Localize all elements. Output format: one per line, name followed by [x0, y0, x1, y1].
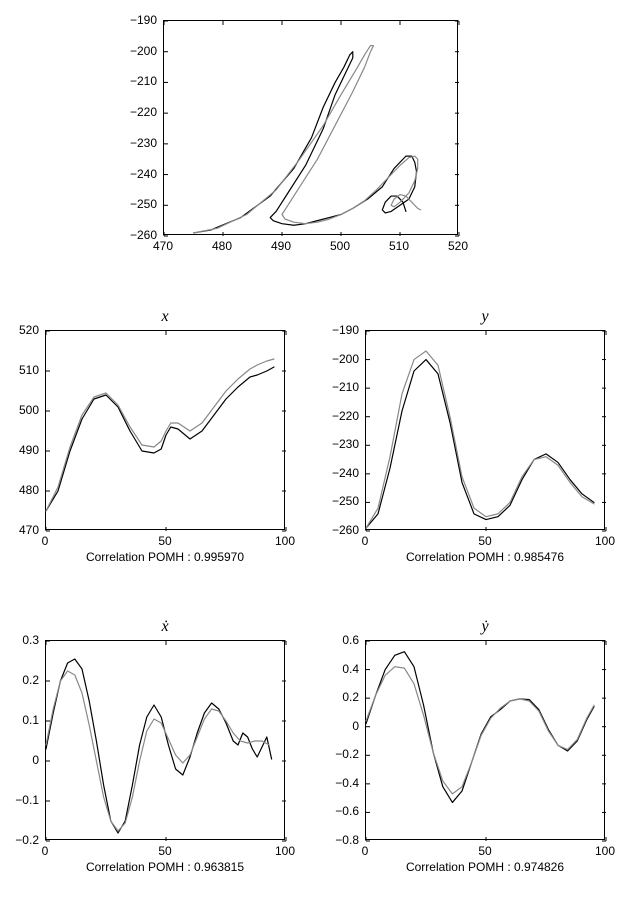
- y-tick-label: −240: [332, 466, 359, 480]
- plot-svg: [366, 331, 606, 531]
- y-tick-label: −0.6: [335, 804, 359, 818]
- plot-svg: [46, 641, 286, 841]
- y-tick-label: −230: [130, 136, 157, 150]
- chart-panel-top_xy: 470480490500510520−260−250−240−230−220−2…: [163, 20, 458, 235]
- x-tick-label: 100: [595, 534, 615, 548]
- y-tick-label: 0.4: [342, 662, 359, 676]
- y-tick-label: −230: [332, 437, 359, 451]
- y-tick-label: −200: [332, 352, 359, 366]
- series-line: [366, 667, 594, 794]
- plot-area: [45, 330, 285, 530]
- y-tick-label: −0.1: [15, 793, 39, 807]
- y-tick-label: −0.8: [335, 833, 359, 847]
- chart-title: ẋ: [161, 618, 168, 636]
- chart-panel-mid_right_y: 050100−260−250−240−230−220−210−200−190yC…: [365, 330, 605, 530]
- x-tick-label: 100: [275, 844, 295, 858]
- y-tick-label: −190: [332, 323, 359, 337]
- chart-panel-bot_right_ydot: 050100−0.8−0.6−0.4−0.200.20.40.6ẏCorrela…: [365, 640, 605, 840]
- y-tick-label: −0.2: [15, 833, 39, 847]
- y-tick-label: 0.6: [342, 633, 359, 647]
- x-tick-label: 0: [362, 844, 369, 858]
- chart-xlabel: Correlation POMH : 0.995970: [86, 550, 244, 564]
- plot-svg: [46, 331, 286, 531]
- x-tick-label: 480: [212, 239, 232, 253]
- y-tick-label: −0.2: [335, 747, 359, 761]
- y-tick-label: 0.2: [342, 690, 359, 704]
- y-tick-label: −200: [130, 44, 157, 58]
- x-tick-label: 490: [271, 239, 291, 253]
- y-tick-label: 0.2: [22, 673, 39, 687]
- plot-svg: [366, 641, 606, 841]
- y-tick-label: 500: [19, 403, 39, 417]
- y-tick-label: −220: [130, 105, 157, 119]
- x-tick-label: 100: [275, 534, 295, 548]
- y-tick-label: −210: [332, 380, 359, 394]
- y-tick-label: 0.3: [22, 633, 39, 647]
- x-tick-label: 50: [478, 534, 491, 548]
- x-tick-label: 0: [42, 534, 49, 548]
- series-line: [366, 351, 594, 528]
- series-line: [46, 671, 269, 831]
- plot-area: [163, 20, 458, 235]
- x-tick-label: 500: [330, 239, 350, 253]
- plot-svg: [164, 21, 459, 236]
- chart-xlabel: Correlation POMH : 0.963815: [86, 860, 244, 874]
- series-line: [366, 360, 594, 529]
- y-tick-label: −260: [332, 523, 359, 537]
- series-line: [194, 46, 421, 233]
- x-tick-label: 520: [448, 239, 468, 253]
- series-line: [194, 52, 417, 233]
- x-tick-label: 0: [362, 534, 369, 548]
- x-tick-label: 100: [595, 844, 615, 858]
- y-tick-label: 0.1: [22, 713, 39, 727]
- chart-xlabel: Correlation POMH : 0.985476: [406, 550, 564, 564]
- y-tick-label: 490: [19, 443, 39, 457]
- y-tick-label: 480: [19, 483, 39, 497]
- y-tick-label: 520: [19, 323, 39, 337]
- y-tick-label: 0: [352, 719, 359, 733]
- x-tick-label: 50: [158, 844, 171, 858]
- y-tick-label: −210: [130, 74, 157, 88]
- y-tick-label: −250: [130, 197, 157, 211]
- chart-title: ẏ: [481, 618, 488, 636]
- series-line: [46, 659, 272, 833]
- chart-xlabel: Correlation POMH : 0.974826: [406, 860, 564, 874]
- series-line: [46, 359, 274, 511]
- y-tick-label: −260: [130, 228, 157, 242]
- series-line: [46, 367, 274, 511]
- x-tick-label: 0: [42, 844, 49, 858]
- y-tick-label: 470: [19, 523, 39, 537]
- y-tick-label: −220: [332, 409, 359, 423]
- y-tick-label: −190: [130, 13, 157, 27]
- chart-title: x: [161, 308, 168, 326]
- plot-area: [365, 640, 605, 840]
- x-tick-label: 50: [158, 534, 171, 548]
- plot-area: [365, 330, 605, 530]
- x-tick-label: 50: [478, 844, 491, 858]
- y-tick-label: −250: [332, 494, 359, 508]
- y-tick-label: −240: [130, 167, 157, 181]
- plot-area: [45, 640, 285, 840]
- y-tick-label: −0.4: [335, 776, 359, 790]
- y-tick-label: 510: [19, 363, 39, 377]
- y-tick-label: 0: [32, 753, 39, 767]
- chart-title: y: [481, 308, 488, 326]
- chart-panel-bot_left_xdot: 050100−0.2−0.100.10.20.3ẋCorrelation POM…: [45, 640, 285, 840]
- x-tick-label: 510: [389, 239, 409, 253]
- chart-panel-mid_left_x: 050100470480490500510520xCorrelation POM…: [45, 330, 285, 530]
- series-line: [366, 652, 594, 803]
